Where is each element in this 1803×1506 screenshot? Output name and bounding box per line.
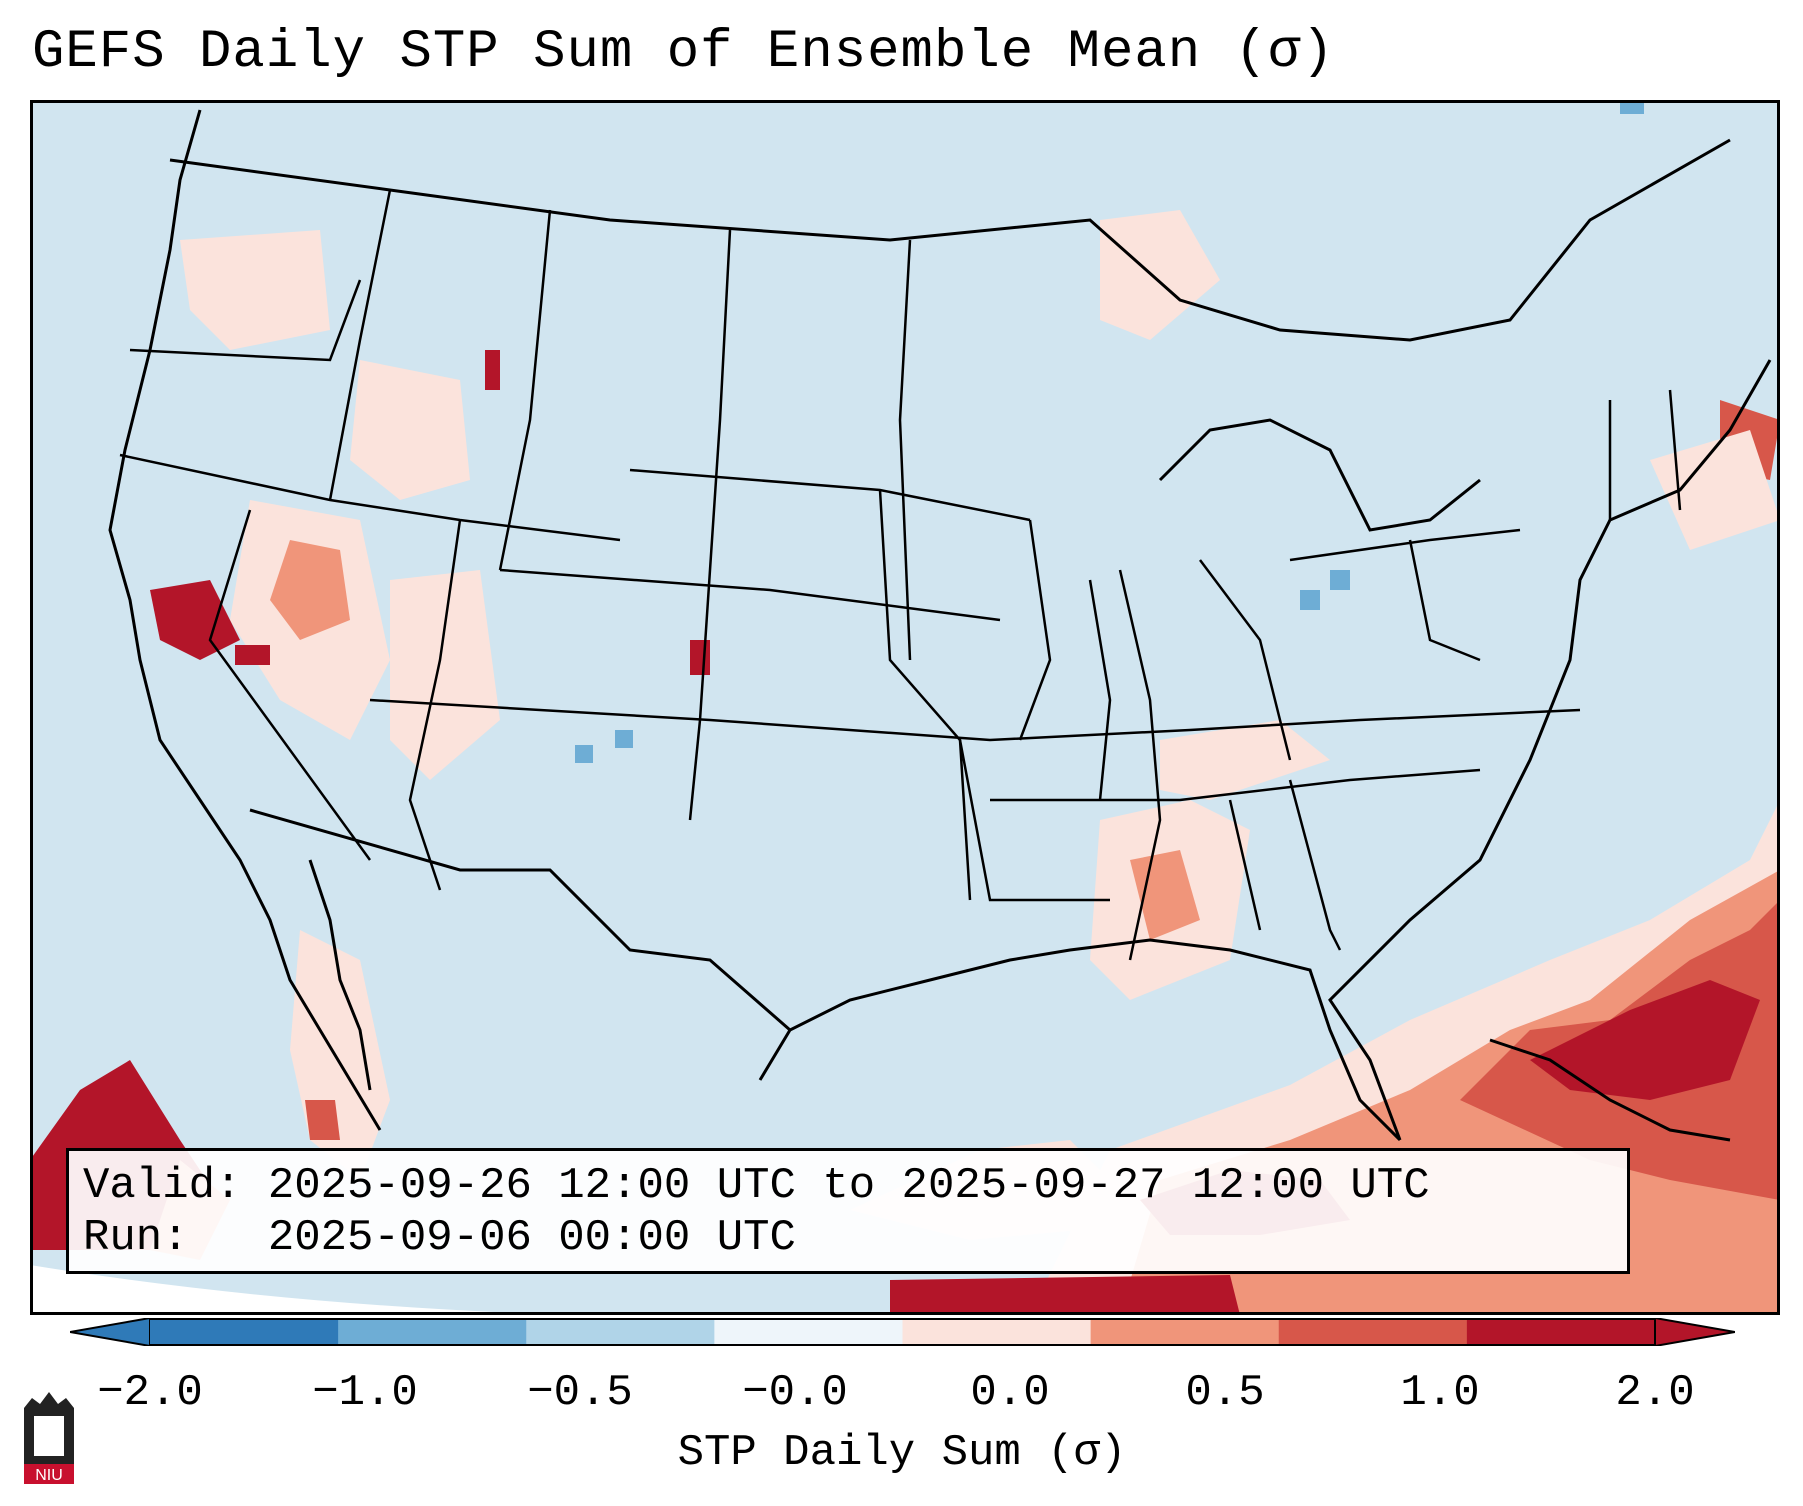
niu-logo: NIU [24,1392,74,1484]
colorbar-tick-label: −2.0 [97,1368,203,1418]
colorbar-segment [150,1318,339,1346]
info-box: Valid: 2025-09-26 12:00 UTC to 2025-09-2… [66,1148,1630,1274]
anomaly-nevada-dot [235,645,270,665]
anomaly-negative-ohio [1300,590,1320,610]
colorbar-tick-label: −1.0 [312,1368,418,1418]
colorbar-tick-label: 0.5 [1185,1368,1265,1418]
anomaly-bottom-strong [890,1275,1240,1315]
boundaries [108,109,1772,1142]
anomaly-newengland [1650,430,1780,550]
anomaly-wyoming-dot [485,350,500,390]
colorbar-extend-high [1654,1318,1735,1346]
colorbar-tick-label: 0.0 [970,1368,1050,1418]
colorbar-tick-label: −0.5 [527,1368,633,1418]
anomaly-washington [180,230,330,350]
canada-border [169,138,1731,342]
run-text: Run: 2025-09-06 00:00 UTC [83,1213,796,1263]
anomaly-baja-strong [305,1100,340,1140]
anomaly-utah [390,570,500,780]
chart-title: GEFS Daily STP Sum of Ensemble Mean (σ) [32,22,1335,83]
anomaly-negative-colorado [615,730,633,748]
great-lakes [1158,418,1481,532]
mexico-border [249,808,791,1032]
colorbar-segment [526,1318,715,1346]
anomaly-tn-valley [1160,720,1330,800]
west-coast [108,109,382,1131]
anomaly-negative-nm [575,745,593,763]
anomaly-ontario [1100,210,1220,340]
colorbar-tick-label: 2.0 [1615,1368,1695,1418]
anomaly-atlantic-max [1530,980,1760,1100]
map-frame [30,100,1780,1315]
anomaly-negative-ne [1620,100,1644,114]
stp-map [30,100,1780,1315]
baja-coast [308,859,372,1091]
colorbar-segment [902,1318,1092,1346]
colorbar-segment [1090,1318,1280,1346]
anomaly-great-basin-mid [270,540,350,640]
colorbar-segments [150,1318,1656,1346]
colorbar-segment [1278,1318,1468,1346]
valid-text: Valid: 2025-09-26 12:00 UTC to 2025-09-2… [83,1161,1430,1211]
anomaly-colorado-dot [690,640,710,675]
cuba [1489,1038,1731,1142]
colorbar-tick-label: −0.0 [742,1368,848,1418]
colorbar-extend-low [70,1318,151,1346]
colorbar-tick-label: 1.0 [1400,1368,1480,1418]
colorbar [70,1318,1735,1346]
atlantic-coast [1328,359,1772,1141]
projection-edge [30,1265,930,1315]
colorbar-segment [338,1318,527,1346]
colorbar-label: STP Daily Sum (σ) [677,1428,1127,1478]
logo-text: NIU [35,1467,63,1484]
anomaly-negative-erie [1330,570,1350,590]
state-lines [119,189,1682,961]
anomaly-idaho [350,360,470,500]
colorbar-segment [1466,1318,1656,1346]
colorbar-segment [714,1318,903,1346]
gulf-coast [758,938,1402,1142]
anomaly-california [150,580,240,660]
